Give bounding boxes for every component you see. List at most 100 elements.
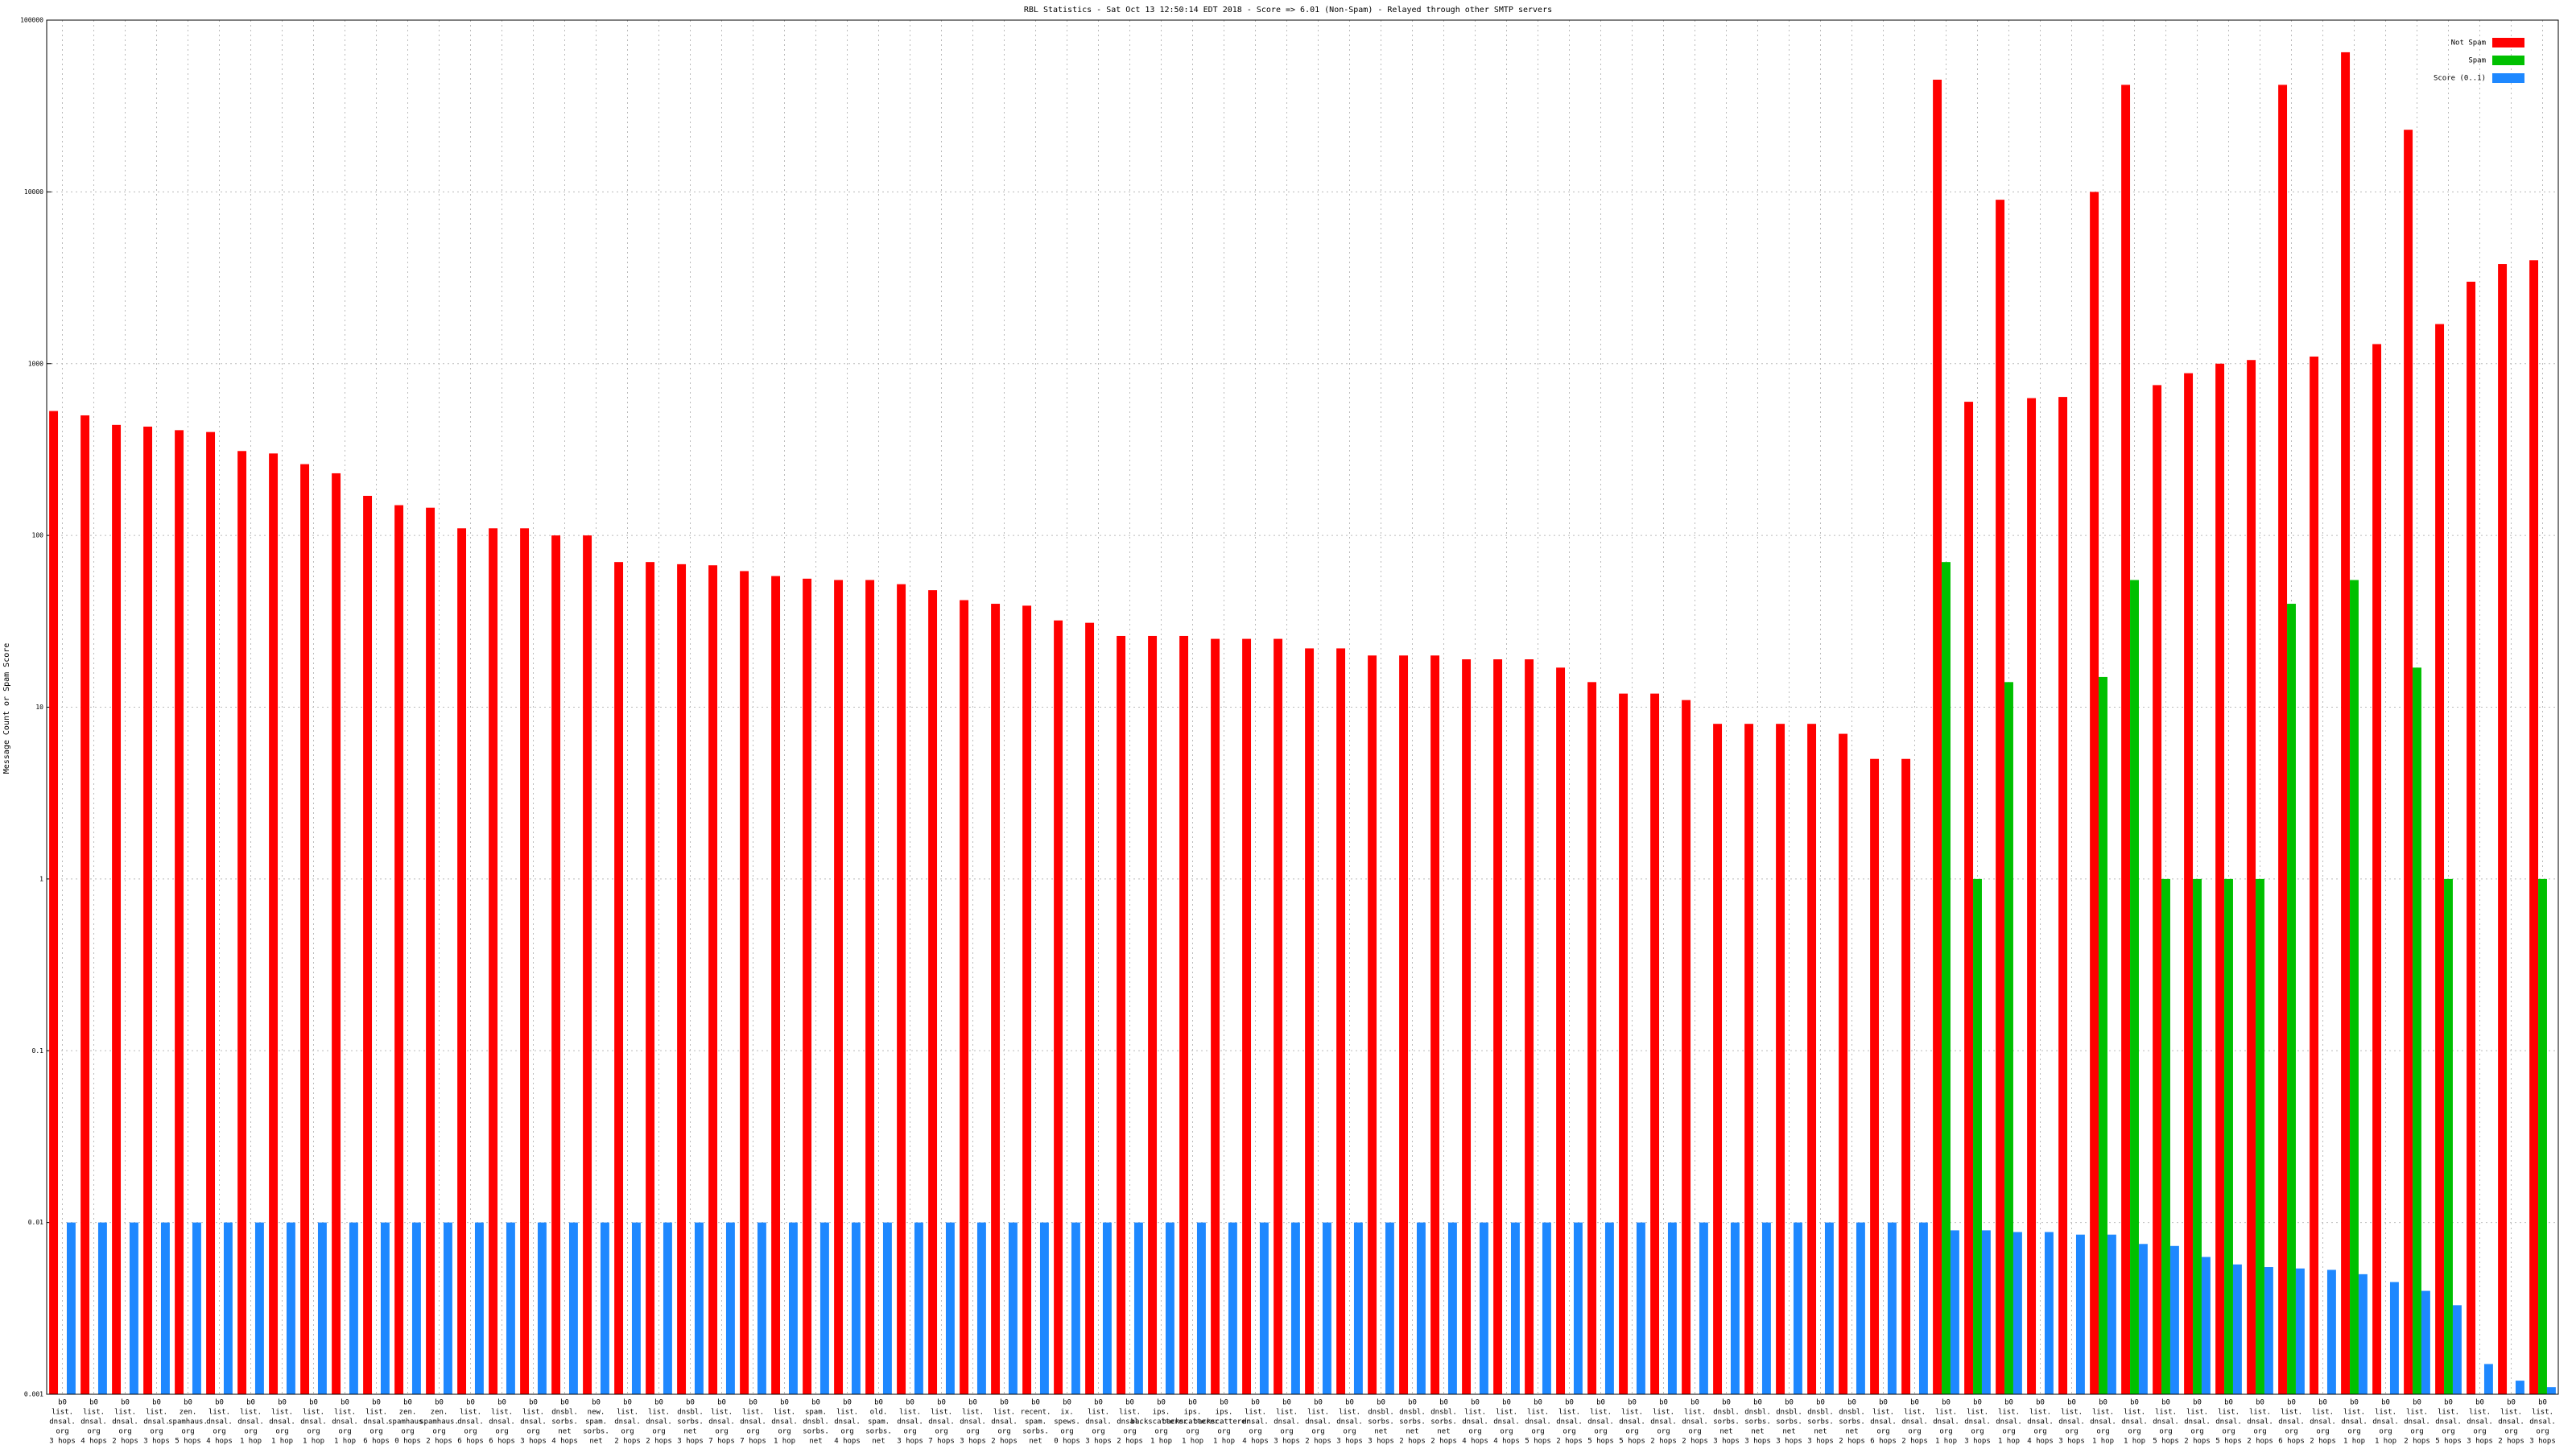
x-tick-label: backscatterer. bbox=[1131, 1418, 1192, 1426]
x-tick-label: dnsal. bbox=[991, 1418, 1018, 1426]
x-tick-label: org bbox=[1060, 1428, 1073, 1436]
bar bbox=[2044, 1232, 2054, 1394]
x-tick-label: b0 bbox=[341, 1399, 349, 1407]
x-tick-label: b0 bbox=[246, 1399, 255, 1407]
x-tick-label: b0 bbox=[2067, 1399, 2076, 1407]
x-tick-label: backscatterer. bbox=[1194, 1418, 1255, 1426]
bar bbox=[2201, 1257, 2211, 1394]
x-tick-label: org bbox=[2033, 1428, 2046, 1436]
x-tick-label: dnsbl. bbox=[1713, 1409, 1740, 1417]
bar bbox=[1933, 79, 1942, 1395]
x-tick-label: dnsal. bbox=[2529, 1418, 2556, 1426]
bar bbox=[363, 495, 373, 1395]
x-tick-label: 4 hops bbox=[2027, 1438, 2054, 1446]
bar bbox=[1228, 1222, 1237, 1394]
x-tick-label: dnsal. bbox=[1682, 1418, 1708, 1426]
bar bbox=[1525, 659, 1534, 1394]
x-tick-label: dnsal. bbox=[489, 1418, 515, 1426]
x-tick-label: b0 bbox=[1659, 1399, 1668, 1407]
bar bbox=[1996, 200, 2005, 1394]
bar bbox=[520, 528, 530, 1394]
x-tick-label: 3 hops bbox=[1274, 1438, 1300, 1446]
x-tick-label: list. bbox=[1590, 1409, 1612, 1417]
x-tick-label: org bbox=[1688, 1428, 1701, 1436]
y-tick-label: 1000 bbox=[28, 360, 43, 367]
x-tick-label: 1 hop bbox=[2343, 1438, 2365, 1446]
x-tick-label: sorbs. bbox=[677, 1418, 704, 1426]
bar bbox=[2358, 1274, 2368, 1394]
x-tick-label: b0 bbox=[278, 1399, 287, 1407]
x-tick-label: list. bbox=[303, 1409, 324, 1417]
x-tick-label: org bbox=[401, 1428, 414, 1436]
x-tick-label: dnsal. bbox=[960, 1418, 986, 1426]
x-tick-label: org bbox=[244, 1428, 257, 1436]
bar bbox=[928, 590, 938, 1394]
bar bbox=[254, 1222, 264, 1394]
x-tick-label: org bbox=[1186, 1428, 1199, 1436]
y-tick-label: 0.01 bbox=[28, 1219, 43, 1226]
x-tick-label: 7 hops bbox=[740, 1438, 766, 1446]
bar bbox=[112, 424, 122, 1394]
bar bbox=[2027, 398, 2037, 1395]
bar bbox=[1901, 758, 1911, 1394]
bar bbox=[1636, 1222, 1645, 1394]
x-tick-label: org bbox=[2410, 1428, 2423, 1436]
x-tick-label: list. bbox=[2155, 1409, 2177, 1417]
x-tick-label: org bbox=[369, 1428, 382, 1436]
x-tick-label: 1 hop bbox=[1998, 1438, 2020, 1446]
x-tick-label: dnsal. bbox=[1870, 1418, 1897, 1426]
bar bbox=[1887, 1222, 1897, 1394]
x-tick-label: b0 bbox=[1063, 1399, 1071, 1407]
x-tick-label: list. bbox=[2500, 1409, 2522, 1417]
bar bbox=[725, 1222, 735, 1394]
bar bbox=[2224, 878, 2233, 1394]
x-tick-label: org bbox=[1500, 1428, 1513, 1436]
bar bbox=[1211, 638, 1220, 1394]
x-tick-label: sorbs. bbox=[865, 1428, 892, 1436]
bar bbox=[1556, 667, 1566, 1394]
x-tick-label: 1 hop bbox=[1150, 1438, 1172, 1446]
bar bbox=[223, 1222, 233, 1394]
x-tick-label: list. bbox=[460, 1409, 481, 1417]
x-tick-label: list. bbox=[1998, 1409, 2020, 1417]
x-tick-label: sorbs. bbox=[1807, 1418, 1834, 1426]
bar bbox=[394, 505, 404, 1394]
x-tick-label: 3 hops bbox=[1807, 1438, 1834, 1446]
x-tick-label: net bbox=[1029, 1438, 1042, 1446]
x-tick-label: org bbox=[2065, 1428, 2078, 1436]
x-tick-label: list. bbox=[240, 1409, 262, 1417]
y-axis-label: Message Count or Spam Score bbox=[2, 643, 11, 774]
x-tick-label: list. bbox=[334, 1409, 356, 1417]
x-tick-label: dnsal. bbox=[1619, 1418, 1645, 1426]
x-tick-label: list. bbox=[1558, 1409, 1580, 1417]
x-tick-label: list. bbox=[1904, 1409, 1926, 1417]
bar bbox=[286, 1222, 295, 1394]
x-tick-label: org bbox=[1468, 1428, 1481, 1436]
x-tick-label: dnsal. bbox=[2027, 1418, 2054, 1426]
x-tick-label: dnsal. bbox=[2184, 1418, 2211, 1426]
x-tick-label: 3 hops bbox=[960, 1438, 986, 1446]
bar bbox=[803, 578, 812, 1394]
x-tick-label: zen. bbox=[399, 1409, 417, 1417]
x-tick-label: 2 hops bbox=[614, 1438, 641, 1446]
x-tick-label: net bbox=[1719, 1428, 1732, 1436]
x-tick-label: list. bbox=[1276, 1409, 1298, 1417]
x-tick-label: org bbox=[1908, 1428, 1921, 1436]
x-tick-label: list. bbox=[491, 1409, 513, 1417]
bar bbox=[2247, 360, 2256, 1394]
bar bbox=[1462, 659, 1472, 1394]
x-tick-label: b0 bbox=[2004, 1399, 2013, 1407]
x-tick-label: org bbox=[56, 1428, 68, 1436]
x-tick-label: dnsal. bbox=[49, 1418, 76, 1426]
x-tick-label: dnsal. bbox=[2278, 1418, 2305, 1426]
x-tick-label: list. bbox=[2124, 1409, 2145, 1417]
x-tick-label: backscatterer. bbox=[1162, 1418, 1224, 1426]
x-tick-label: 3 hops bbox=[2467, 1438, 2493, 1446]
bar bbox=[1942, 562, 1951, 1394]
x-tick-label: b0 bbox=[1879, 1399, 1888, 1407]
x-tick-label: dnsal. bbox=[771, 1418, 798, 1426]
x-tick-label: list. bbox=[2281, 1409, 2302, 1417]
x-tick-label: org bbox=[1563, 1428, 1575, 1436]
